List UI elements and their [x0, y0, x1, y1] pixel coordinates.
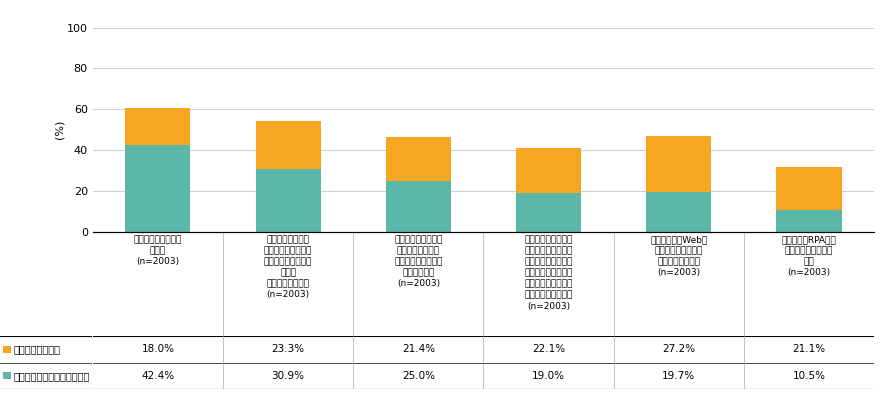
Text: 25.0%: 25.0% — [402, 371, 434, 381]
Bar — [125, 145, 191, 232]
Bar — [646, 192, 712, 232]
Text: 30.9%: 30.9% — [272, 371, 305, 381]
Text: 42.4%: 42.4% — [141, 371, 175, 381]
Text: 直近３年内に実施: 直近３年内に実施 — [14, 344, 61, 354]
Text: 23.3%: 23.3% — [271, 344, 305, 354]
Text: ロボット、RPAなど
を活用した業務の自
動化
(n=2003): ロボット、RPAなど を活用した業務の自 動化 (n=2003) — [781, 235, 836, 277]
Text: 19.7%: 19.7% — [662, 371, 696, 381]
Bar — [125, 108, 191, 145]
Bar — [3, 346, 11, 353]
Y-axis label: (%): (%) — [54, 120, 64, 140]
Text: 社員が個別に持つ知
識やノウハウのマ
ニュアル化（暗黙知
の形式知化）
(n=2003): 社員が個別に持つ知 識やノウハウのマ ニュアル化（暗黙知 の形式知化） (n=2… — [394, 235, 442, 288]
Bar — [386, 137, 451, 181]
Text: テレワーク、Web会
議などを活用した柔
軟な働き方の促進
(n=2003): テレワーク、Web会 議などを活用した柔 軟な働き方の促進 (n=2003) — [650, 235, 707, 277]
Text: 事業スピードを速め
る仕組み（アジャイ
ル型開発：小単位で
の実装し、徐々に改
善しながら進めてい
く手法など）の導入
(n=2003): 事業スピードを速め る仕組み（アジャイ ル型開発：小単位で の実装し、徐々に改 … — [525, 235, 573, 310]
Bar — [255, 169, 321, 232]
Bar — [3, 373, 11, 379]
Bar — [646, 136, 712, 192]
Bar — [516, 193, 581, 232]
Bar — [776, 210, 841, 232]
Text: 19.0%: 19.0% — [532, 371, 565, 381]
Text: 27.2%: 27.2% — [662, 344, 696, 354]
Text: 22.1%: 22.1% — [532, 344, 565, 354]
Text: 21.4%: 21.4% — [402, 344, 435, 354]
Text: ３年以上前から実施している: ３年以上前から実施している — [14, 371, 90, 381]
Bar — [255, 121, 321, 169]
Text: 業務知識やノウハ
ウ、応対マニュアル
等をシステムにより
共有化
（ナレッジ共有）
(n=2003): 業務知識やノウハ ウ、応対マニュアル 等をシステムにより 共有化 （ナレッジ共有… — [264, 235, 313, 299]
Bar — [516, 148, 581, 193]
Text: 18.0%: 18.0% — [141, 344, 174, 354]
Bar — [386, 181, 451, 232]
Text: 社内業務のペーパー
レス化
(n=2003): 社内業務のペーパー レス化 (n=2003) — [133, 235, 182, 266]
Bar — [776, 167, 841, 210]
Text: 10.5%: 10.5% — [793, 371, 826, 381]
Text: 21.1%: 21.1% — [792, 344, 826, 354]
